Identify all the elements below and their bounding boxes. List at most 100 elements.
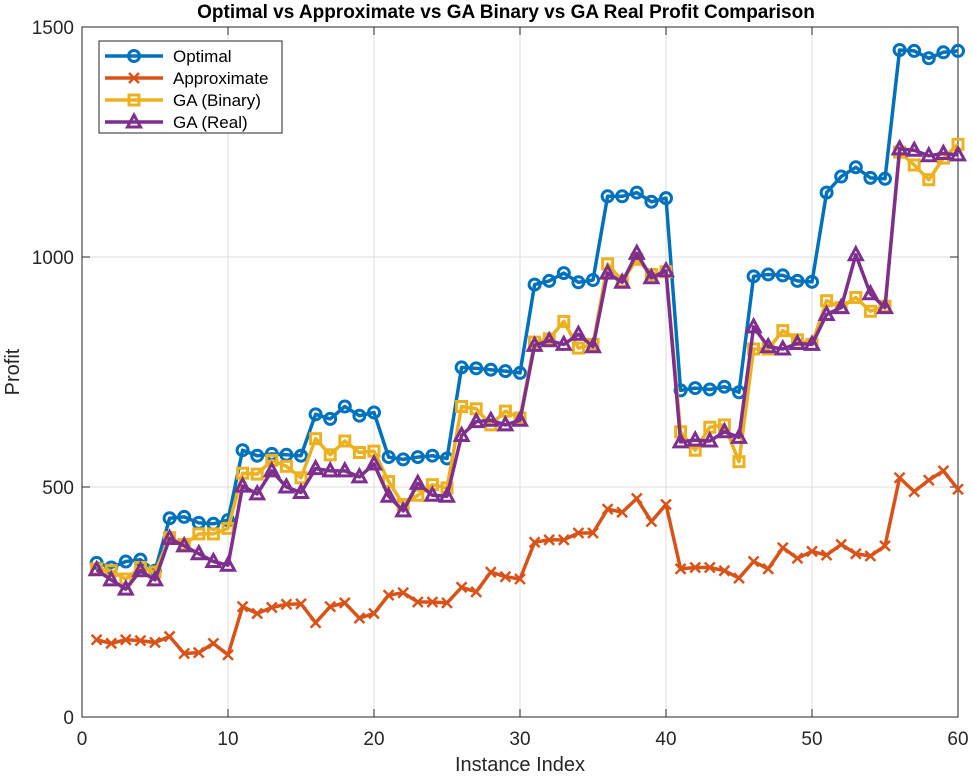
data-point-optimal <box>586 273 600 287</box>
legend-marker <box>128 72 140 84</box>
data-point-ga-real <box>262 460 281 478</box>
data-point-optimal <box>805 274 819 289</box>
data-point-optimal <box>498 364 513 379</box>
data-point-ga-real <box>145 569 165 587</box>
data-point-ga-real <box>861 283 880 301</box>
data-point-approximate <box>470 585 483 598</box>
data-point-optimal <box>381 450 396 465</box>
data-point-ga-real <box>306 458 325 476</box>
data-point-approximate <box>324 600 337 613</box>
data-point-ga-real <box>875 297 895 315</box>
data-point-optimal <box>352 408 367 423</box>
data-point-approximate <box>937 465 950 477</box>
data-point-approximate <box>105 637 118 650</box>
legend: Optimal Approximate GA (Binary) GA (Real) <box>98 40 283 134</box>
data-point-optimal <box>410 450 425 465</box>
data-point-optimal <box>921 51 936 66</box>
data-point-approximate <box>835 538 848 551</box>
legend-item-ga-real: GA (Real) <box>105 111 248 132</box>
data-point-approximate <box>893 471 906 484</box>
data-point-ga-real <box>408 473 427 490</box>
series-approximate <box>90 465 964 661</box>
data-point-approximate <box>660 498 672 511</box>
data-point-approximate <box>455 581 468 594</box>
y-tick-label: 1000 <box>32 248 74 269</box>
x-tick-label: 60 <box>947 729 968 750</box>
data-point-optimal <box>513 365 527 380</box>
data-point-ga-real <box>700 430 719 448</box>
data-point-ga-real <box>510 410 530 427</box>
data-point-optimal <box>688 381 703 396</box>
data-point-ga-binary <box>279 459 293 473</box>
data-point-approximate <box>382 589 395 601</box>
legend-item-ga-binary: GA (Binary) <box>105 91 261 110</box>
data-point-optimal <box>118 554 133 569</box>
data-point-approximate <box>630 492 643 505</box>
data-point-ga-real <box>788 333 807 350</box>
data-point-ga-real <box>802 334 822 351</box>
data-point-ga-binary <box>747 342 761 356</box>
data-point-optimal <box>600 189 615 204</box>
chart-title: Optimal vs Approximate vs GA Binary vs G… <box>197 2 815 23</box>
data-point-ga-real <box>919 145 938 163</box>
data-point-ga-binary <box>922 173 936 187</box>
data-point-optimal <box>936 45 951 60</box>
data-point-ga-binary <box>455 400 469 413</box>
data-point-ga-real <box>437 486 457 503</box>
x-tick-label: 0 <box>77 729 88 750</box>
data-point-ga-real <box>277 476 296 494</box>
data-point-approximate <box>791 552 804 565</box>
data-point-ga-real <box>715 421 734 439</box>
data-point-approximate <box>572 527 585 539</box>
data-point-ga-real <box>102 569 121 587</box>
data-point-approximate <box>674 562 687 575</box>
data-point-optimal <box>717 379 732 394</box>
data-point-approximate <box>499 570 512 583</box>
data-point-optimal <box>702 382 717 397</box>
data-point-ga-real <box>175 535 194 553</box>
data-point-optimal <box>615 189 630 204</box>
data-point-approximate <box>397 586 410 599</box>
data-point-optimal <box>308 407 323 422</box>
data-point-approximate <box>864 550 877 562</box>
y-tick-label: 1500 <box>32 18 74 39</box>
data-point-approximate <box>557 534 570 546</box>
data-point-approximate <box>528 536 541 549</box>
data-point-ga-real <box>233 475 252 493</box>
x-axis-label: Instance Index <box>455 754 585 773</box>
data-point-ga-real <box>846 244 865 262</box>
data-point-approximate <box>134 634 147 647</box>
data-point-ga-real <box>598 262 617 280</box>
data-point-ga-real <box>817 304 836 321</box>
data-point-ga-real <box>759 336 778 354</box>
data-point-ga-real <box>160 528 179 546</box>
data-point-ga-real <box>569 324 588 341</box>
data-point-ga-binary <box>250 467 264 481</box>
data-point-ga-real <box>934 143 953 160</box>
data-point-ga-real <box>364 453 384 471</box>
data-point-ga-binary <box>907 158 921 172</box>
series-group <box>87 43 968 661</box>
data-point-optimal <box>878 171 892 186</box>
data-point-ga-binary <box>849 290 863 304</box>
data-point-ga-binary <box>732 455 746 469</box>
data-point-approximate <box>163 630 176 643</box>
data-point-ga-binary <box>352 446 366 459</box>
data-point-optimal <box>819 185 834 200</box>
data-point-approximate <box>718 564 731 577</box>
data-point-approximate <box>426 596 439 608</box>
data-point-approximate <box>747 555 760 568</box>
data-point-optimal <box>454 360 469 375</box>
x-tick-label: 30 <box>509 729 530 750</box>
data-point-optimal <box>425 448 440 463</box>
legend-label: GA (Real) <box>173 113 248 132</box>
data-point-approximate <box>806 545 818 558</box>
data-point-approximate <box>820 549 833 561</box>
data-point-approximate <box>484 566 497 578</box>
data-point-ga-binary <box>338 434 352 448</box>
data-point-optimal <box>848 160 863 175</box>
data-point-ga-real <box>423 485 442 502</box>
data-point-optimal <box>396 452 411 467</box>
